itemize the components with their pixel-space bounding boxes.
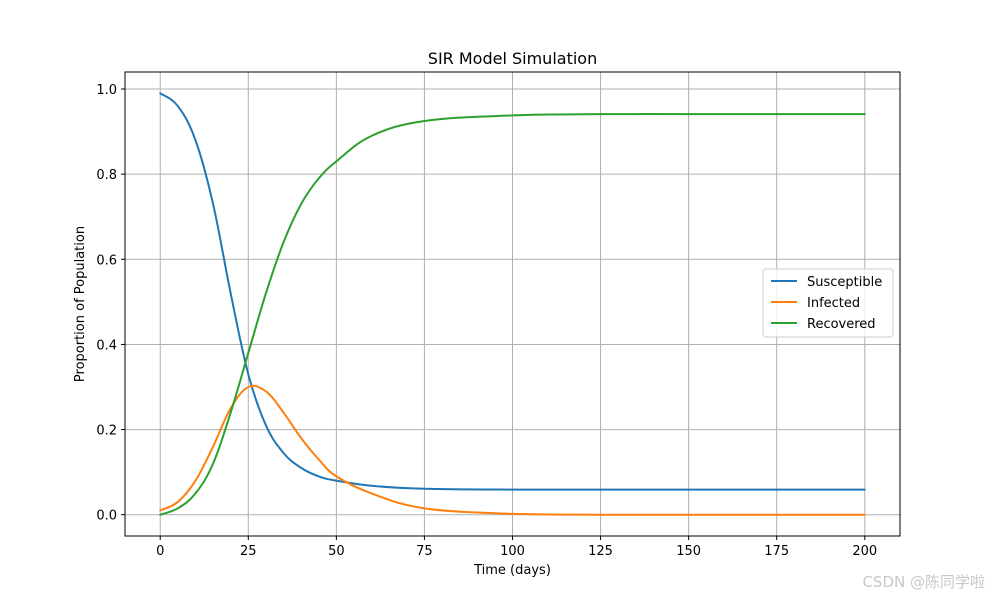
x-tick-label: 0 [156,544,164,559]
x-tick-label: 150 [676,544,701,559]
y-axis-label: Proportion of Population [73,226,88,382]
legend-label-recovered: Recovered [807,317,876,332]
x-tick-label: 50 [328,544,345,559]
series-line-recovered [159,113,866,516]
series-line-infected [159,384,866,516]
y-tick-label: 0.8 [96,168,117,183]
x-tick-label: 175 [764,544,789,559]
x-tick-label: 75 [416,544,433,559]
y-tick-label: 0.2 [96,424,117,439]
legend-label-susceptible: Susceptible [807,275,882,290]
chart-title: SIR Model Simulation [428,49,597,68]
x-tick-label: 200 [852,544,877,559]
watermark: CSDN @陈同学啦 [862,573,985,591]
y-tick-label: 0.6 [96,253,117,268]
y-tick-label: 1.0 [96,83,117,98]
x-axis-label: Time (days) [473,563,551,578]
y-tick-label: 0.4 [96,338,117,353]
legend-box [762,268,894,338]
x-tick-label: 100 [500,544,525,559]
legend: Susceptible Infected Recovered [762,268,894,338]
x-tick-label: 125 [588,544,613,559]
series-layer [159,92,866,516]
x-tick-label: 25 [240,544,257,559]
x-axis-ticks: 0 25 50 75 100 125 150 175 200 [156,536,877,559]
y-tick-label: 0.0 [96,509,117,524]
series-line-susceptible [159,92,866,491]
y-axis-ticks: 0.0 0.2 0.4 0.6 0.8 1.0 [96,83,125,524]
legend-label-infected: Infected [807,296,860,311]
